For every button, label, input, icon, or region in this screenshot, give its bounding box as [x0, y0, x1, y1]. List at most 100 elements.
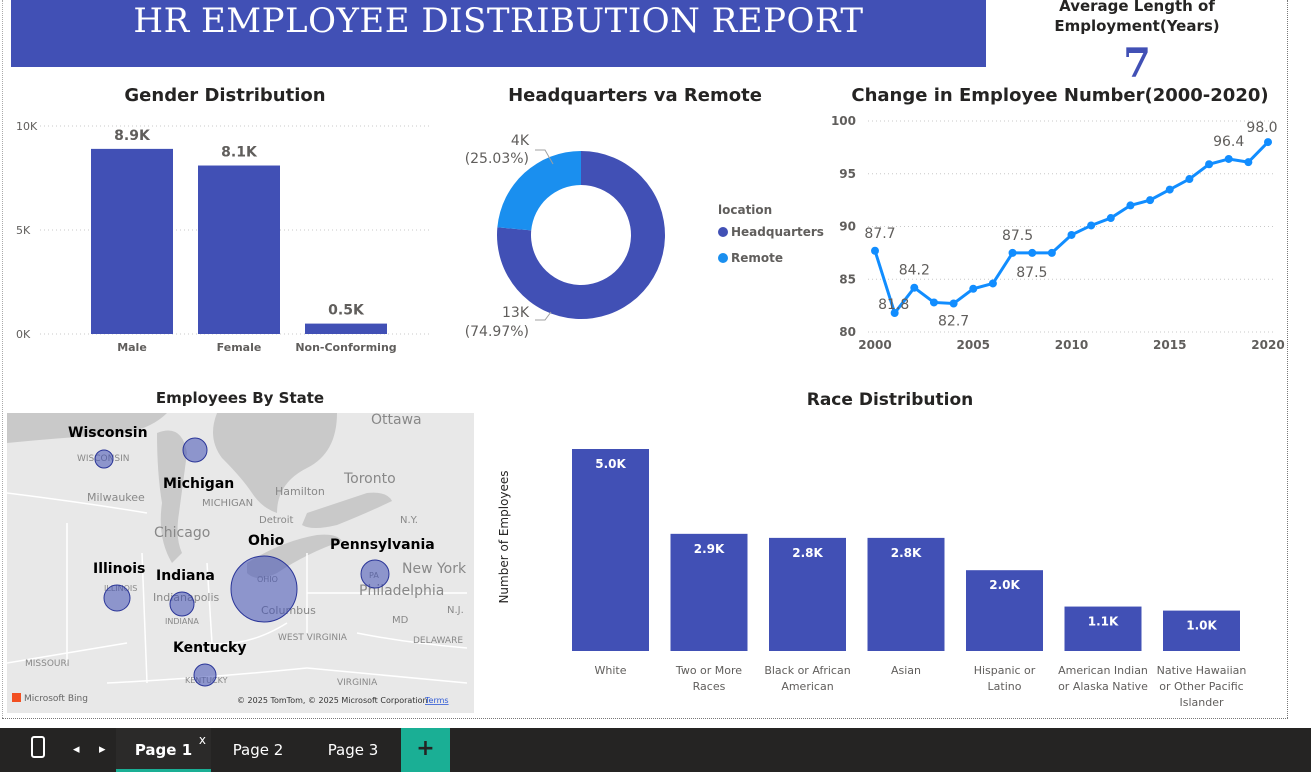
- data-label: 1.0K: [1186, 619, 1217, 633]
- close-icon[interactable]: x: [198, 733, 206, 747]
- employees-by-state-map[interactable]: OttawaWISCONSINMilwaukeeMICHIGANHamilton…: [7, 413, 474, 713]
- basemap-label: Toronto: [343, 471, 396, 487]
- tab-page-2-label: Page 2: [232, 741, 284, 759]
- map-road: [141, 552, 148, 684]
- state-label: Kentucky: [173, 640, 246, 656]
- legend-entry: Remote: [731, 251, 783, 265]
- bar[interactable]: [769, 537, 846, 651]
- data-point[interactable]: [988, 279, 997, 288]
- gender-bar-chart[interactable]: 0K 5K 10K 8.9K Male 8.1K Female 0.5K Non-Conform…: [0, 110, 440, 360]
- bar[interactable]: [670, 533, 748, 651]
- state-bubble[interactable]: [103, 584, 131, 612]
- next-page-icon[interactable]: ▸: [99, 742, 106, 757]
- state-bubble[interactable]: [193, 663, 217, 687]
- data-label: 98.0: [1246, 120, 1277, 136]
- y-tick-label: 80: [839, 325, 856, 339]
- data-point[interactable]: [1047, 248, 1056, 257]
- map-title: Employees By State: [155, 389, 325, 407]
- bar[interactable]: [305, 323, 387, 334]
- map-road: [206, 622, 288, 645]
- x-tick-label: Races: [693, 680, 726, 693]
- x-tick-label: or Alaska Native: [1058, 680, 1148, 693]
- y-axis-title: Number of Employees: [497, 470, 511, 603]
- employee-trend-line-chart[interactable]: 80 85 90 95 100 2000 2005 2010 2015 2020 87.7 81.8 8…: [830, 110, 1285, 360]
- data-point[interactable]: [1165, 185, 1174, 194]
- kpi-label-line2: Employment(Years): [1054, 17, 1220, 35]
- add-page-button[interactable]: +: [401, 728, 450, 772]
- data-label: 2.8K: [891, 546, 922, 560]
- page-navigation-bar: ◂ ▸ Page 1 x Page 2 Page 3 +: [0, 728, 1311, 772]
- state-bubble[interactable]: [182, 437, 208, 463]
- y-tick-label: 100: [831, 114, 856, 128]
- data-point[interactable]: [1224, 154, 1233, 163]
- state-bubble[interactable]: [169, 591, 195, 617]
- data-point[interactable]: [1205, 160, 1214, 169]
- y-tick-label: 95: [839, 167, 856, 181]
- state-bubble[interactable]: [230, 555, 298, 623]
- prev-page-icon[interactable]: ◂: [73, 742, 80, 757]
- data-point[interactable]: [1244, 158, 1253, 167]
- y-tick-label: 5K: [16, 224, 31, 237]
- data-point[interactable]: [1087, 221, 1096, 230]
- data-label: 87.5: [1002, 228, 1033, 244]
- bar[interactable]: [91, 148, 173, 334]
- y-tick-label: 90: [839, 220, 856, 234]
- data-point[interactable]: [1126, 201, 1135, 210]
- x-tick-label: Islander: [1179, 696, 1223, 709]
- donut-slice[interactable]: [497, 151, 665, 319]
- basemap-label: Ottawa: [371, 413, 422, 428]
- map-road: [306, 667, 468, 684]
- canvas-border-right: [1287, 0, 1288, 718]
- tab-page-3[interactable]: Page 3: [305, 728, 401, 772]
- mobile-layout-icon[interactable]: [31, 736, 45, 758]
- tab-page-2[interactable]: Page 2: [211, 728, 305, 772]
- race-bar-chart[interactable]: Number of Employees 5.0K White 2.9K Two or M…: [490, 415, 1265, 715]
- data-point[interactable]: [910, 283, 919, 292]
- data-point[interactable]: [1185, 175, 1194, 184]
- data-point[interactable]: [1264, 138, 1272, 147]
- map-copyright: © 2025 TomTom, © 2025 Microsoft Corporat…: [237, 696, 428, 705]
- data-point[interactable]: [1146, 196, 1155, 205]
- data-point[interactable]: [969, 284, 978, 293]
- basemap-label: DELAWARE: [413, 636, 463, 646]
- lake-michigan: [157, 430, 187, 563]
- basemap-label: MD: [392, 615, 409, 626]
- kpi-label: Average Length of Employment(Years): [1037, 0, 1237, 36]
- lake-superior: [7, 413, 167, 443]
- bar[interactable]: [867, 537, 945, 651]
- tab-page-1[interactable]: Page 1 x: [116, 728, 211, 772]
- data-point[interactable]: [890, 309, 899, 318]
- data-label: (25.03%): [465, 151, 529, 167]
- data-point[interactable]: [929, 298, 938, 307]
- canvas-border-bottom: [2, 718, 1288, 719]
- data-label: 84.2: [899, 263, 930, 279]
- x-tick-label: Non-Conforming: [295, 341, 396, 354]
- state-label: Ohio: [248, 533, 285, 549]
- bar[interactable]: [1163, 610, 1240, 651]
- data-point[interactable]: [1008, 248, 1017, 257]
- bar[interactable]: [198, 165, 280, 334]
- bar[interactable]: [572, 449, 649, 651]
- data-point[interactable]: [949, 299, 958, 308]
- data-point[interactable]: [1067, 230, 1076, 239]
- location-donut-chart[interactable]: 4K (25.03%) 13K (74.97%) location Headquarter…: [455, 110, 835, 350]
- state-bubble[interactable]: [94, 449, 114, 469]
- bar[interactable]: [966, 570, 1043, 651]
- data-point[interactable]: [1028, 248, 1037, 257]
- data-label: 87.7: [864, 226, 895, 242]
- state-label: Indiana: [156, 568, 215, 584]
- map-terms-link[interactable]: Terms: [424, 696, 449, 705]
- legend-marker: [718, 253, 728, 263]
- basemap-label: N.J.: [447, 605, 464, 616]
- data-label: 13K: [502, 305, 530, 321]
- location-chart-title: Headquarters va Remote: [508, 85, 762, 106]
- gender-chart-title: Gender Distribution: [124, 85, 326, 106]
- x-tick-label: 2000: [858, 338, 891, 352]
- state-bubble[interactable]: [360, 559, 390, 589]
- x-tick-label: 2015: [1153, 338, 1186, 352]
- bar[interactable]: [1064, 606, 1142, 651]
- donut-slice[interactable]: [497, 151, 581, 231]
- data-point[interactable]: [1106, 214, 1115, 223]
- data-point[interactable]: [871, 246, 879, 255]
- x-tick-label: 2010: [1055, 338, 1088, 352]
